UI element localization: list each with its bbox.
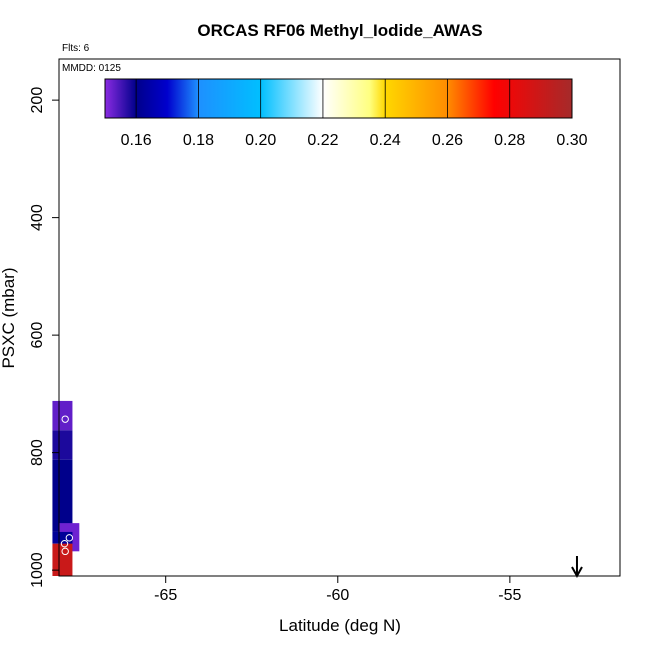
profile-segment bbox=[52, 400, 73, 431]
colorbar-tick-label: 0.28 bbox=[494, 132, 525, 149]
x-tick-label: -55 bbox=[498, 587, 521, 604]
data-point bbox=[60, 539, 69, 548]
colorbar-ramp bbox=[104, 78, 573, 119]
y-tick-label: 400 bbox=[29, 204, 46, 231]
colorbar-tick-label: 0.24 bbox=[370, 132, 401, 149]
y-tick-label: 800 bbox=[29, 439, 46, 466]
profile-segment bbox=[52, 531, 73, 544]
y-tick-label: 200 bbox=[29, 87, 46, 114]
plot-frame bbox=[58, 58, 621, 577]
profile-segment bbox=[52, 430, 73, 460]
date-annotation: MMDD: 0125 bbox=[62, 63, 121, 74]
data-point bbox=[65, 534, 74, 542]
flights-annotation: Flts: 6 bbox=[62, 43, 90, 54]
profile-segment bbox=[52, 459, 73, 532]
y-axis-label: PSXC (mbar) bbox=[0, 267, 18, 368]
y-axis: 200 400 600 800 1000 bbox=[29, 87, 59, 588]
x-tick-label: -60 bbox=[326, 587, 349, 604]
colorbar-tick-label: 0.26 bbox=[432, 132, 463, 149]
data-point bbox=[61, 547, 69, 556]
profile-segment bbox=[52, 543, 73, 576]
x-axis: -65 -60 -55 bbox=[154, 576, 522, 604]
colorbar-tick-label: 0.18 bbox=[183, 132, 214, 149]
colorbar-tick-label: 0.16 bbox=[121, 132, 152, 149]
plot-marks bbox=[52, 400, 583, 579]
x-axis-label: Latitude (deg N) bbox=[279, 616, 401, 635]
x-tick-label: -65 bbox=[154, 587, 177, 604]
colorbar-tick-label: 0.30 bbox=[556, 132, 587, 149]
colorbar-tick-label: 0.20 bbox=[245, 132, 276, 149]
y-tick-label: 600 bbox=[29, 322, 46, 349]
y-tick-label: 1000 bbox=[29, 552, 46, 588]
colorbar-tick-label: 0.22 bbox=[307, 132, 338, 149]
data-point bbox=[61, 415, 69, 423]
chart-title: ORCAS RF06 Methyl_Iodide_AWAS bbox=[197, 21, 482, 40]
colorbar: 0.16 0.18 0.20 0.22 0.24 0.26 0.28 0.30 bbox=[104, 78, 588, 149]
